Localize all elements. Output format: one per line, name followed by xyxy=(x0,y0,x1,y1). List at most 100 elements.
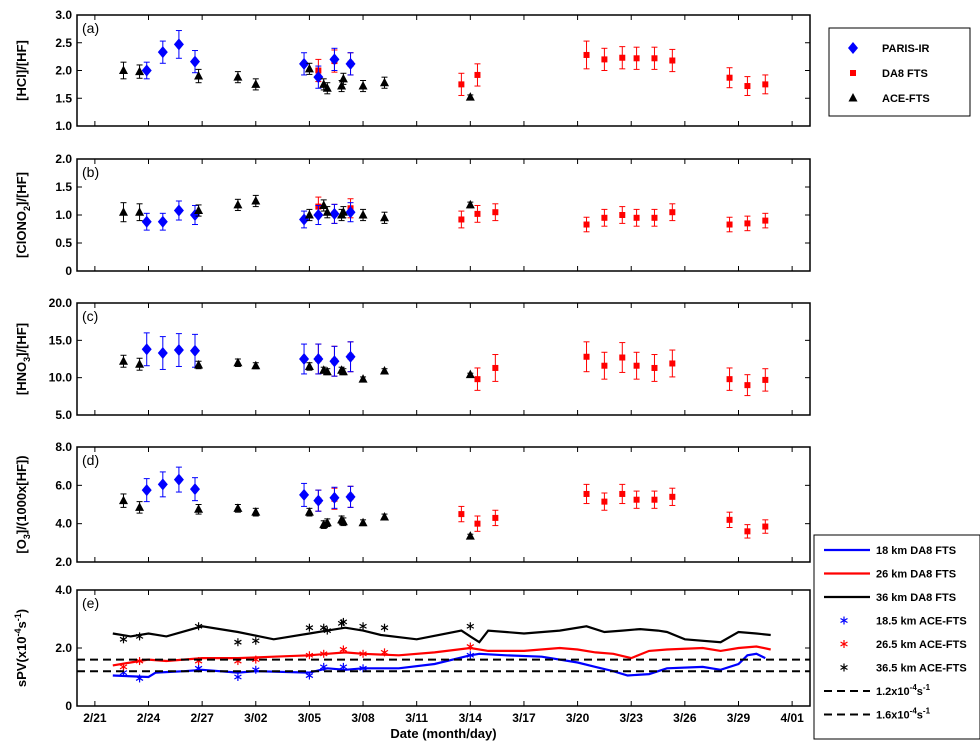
data-point xyxy=(380,648,389,657)
data-point xyxy=(299,353,310,365)
data-point xyxy=(173,204,184,217)
y-tick-label: 1.0 xyxy=(55,208,72,222)
star-stroke xyxy=(119,636,128,642)
data-point xyxy=(304,361,314,370)
legend-box xyxy=(813,534,980,740)
data-point xyxy=(619,490,626,497)
data-point xyxy=(466,651,475,660)
legend-sup: -4 xyxy=(910,707,918,716)
legend-entry: 26.5 km ACE-FTS xyxy=(840,639,967,651)
data-point xyxy=(762,376,769,383)
data-point xyxy=(119,662,128,671)
series-36-km-da8-fts xyxy=(112,625,771,644)
y-tick-label: 0 xyxy=(65,264,72,278)
panel-label: (a) xyxy=(82,20,99,36)
data-point xyxy=(313,494,324,507)
star-stroke xyxy=(339,664,348,670)
data-point xyxy=(380,77,390,87)
data-point xyxy=(458,216,465,223)
data-point xyxy=(313,353,324,365)
legend-sup: -1 xyxy=(923,683,931,692)
series-da8-fts xyxy=(315,483,769,539)
legend-label-part: s xyxy=(917,710,923,722)
data-point xyxy=(345,57,356,70)
x-tick-label: 3/14 xyxy=(459,711,483,725)
data-point xyxy=(319,79,329,88)
legend-marker xyxy=(840,640,848,648)
legend-marker xyxy=(840,616,848,625)
series-paris-ir xyxy=(141,466,356,512)
legend-label-part: 26 km DA8 FTS xyxy=(876,569,956,581)
x-tick-label: 3/20 xyxy=(566,711,590,725)
y-label-sup: -4 xyxy=(13,628,23,636)
data-point xyxy=(492,514,499,521)
data-point xyxy=(601,56,608,63)
data-point xyxy=(762,523,769,530)
data-point xyxy=(619,212,626,218)
legend-label: 18 km DA8 FTS xyxy=(876,545,956,557)
data-point xyxy=(251,360,261,370)
data-point xyxy=(359,649,367,658)
data-point xyxy=(319,662,328,671)
data-point xyxy=(633,55,640,62)
star-stroke xyxy=(234,639,242,645)
data-point xyxy=(252,655,260,664)
data-point xyxy=(323,626,332,635)
legend-markers: PARIS-IR DA8 FTS ACE-FTS xyxy=(828,27,971,117)
data-point xyxy=(762,81,769,88)
y-tick-label: 10.0 xyxy=(49,371,73,385)
data-point xyxy=(252,665,260,674)
data-point xyxy=(194,359,204,369)
data-point xyxy=(233,357,243,367)
y-tick-label: 0 xyxy=(65,699,72,713)
plot-frame xyxy=(76,446,811,563)
data-point xyxy=(135,207,145,216)
data-point xyxy=(157,46,168,59)
series-ace-fts xyxy=(118,194,475,224)
y-label-part: ]/[HF] xyxy=(14,323,29,357)
star-stroke xyxy=(466,652,475,658)
x-tick-label: 3/17 xyxy=(512,711,536,725)
legend-sup: -4 xyxy=(910,683,918,692)
data-point xyxy=(492,209,499,216)
panel-spv: 0 2.0 4.0 sPV(x10-4s-1) (e) xyxy=(13,583,811,713)
data-point xyxy=(338,516,348,526)
data-point xyxy=(234,673,242,681)
star-stroke xyxy=(319,625,328,631)
data-point xyxy=(251,196,261,205)
star-stroke xyxy=(840,664,848,671)
star-stroke xyxy=(840,641,848,647)
y-tick-label: 1.5 xyxy=(55,180,72,194)
data-point xyxy=(358,517,368,527)
star-stroke xyxy=(323,628,332,634)
legend-label: 36.5 km ACE-FTS xyxy=(876,663,967,675)
y-tick-label: 20.0 xyxy=(49,296,73,310)
legend-label: 1.2x10-4s-1 xyxy=(876,683,931,698)
data-point xyxy=(339,645,348,654)
data-point xyxy=(118,495,128,505)
plot-area xyxy=(77,617,810,683)
legend-label-part: 36.5 km ACE-FTS xyxy=(876,663,967,675)
y-label-sup: -1 xyxy=(13,613,23,621)
y-tick-label: 1.5 xyxy=(55,91,72,105)
data-point xyxy=(380,365,390,375)
data-point xyxy=(329,355,340,368)
data-point xyxy=(726,516,733,523)
star-stroke xyxy=(135,633,144,639)
panel-o3: 2.0 4.0 6.0 8.0 [O3]/(1000x[HF]) (d) xyxy=(14,440,811,569)
legend-entry: 1.6x10-4s-1 xyxy=(824,707,931,722)
star-stroke xyxy=(319,651,328,657)
data-point xyxy=(601,214,608,221)
data-point xyxy=(619,54,626,61)
legend-label: 26.5 km ACE-FTS xyxy=(876,639,967,651)
legend-entry: 18.5 km ACE-FTS xyxy=(840,616,967,628)
data-point xyxy=(337,81,347,90)
legend-label: PARIS-IR xyxy=(882,43,930,55)
legend-entry: PARIS-IR xyxy=(848,42,930,55)
y-label-part: ) xyxy=(14,609,29,613)
data-point xyxy=(358,210,368,219)
data-point xyxy=(189,55,200,68)
data-point xyxy=(189,344,200,357)
data-point xyxy=(466,642,475,651)
star-stroke xyxy=(359,665,367,671)
